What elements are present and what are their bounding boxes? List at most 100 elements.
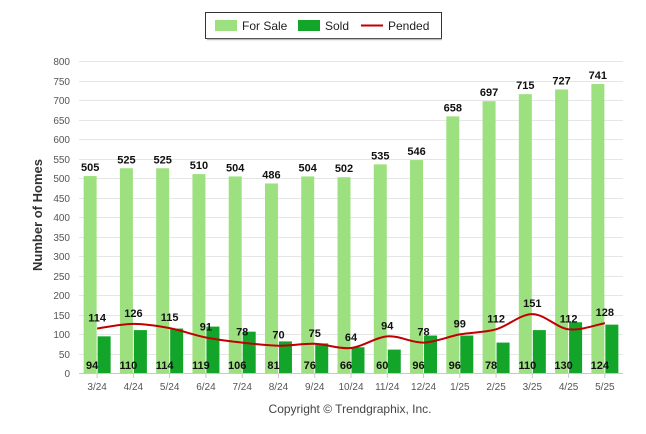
label-for-sale: 510 bbox=[190, 160, 208, 172]
legend-swatch-for-sale bbox=[215, 20, 237, 31]
bar-for-sale bbox=[410, 160, 424, 373]
y-tick-label: 250 bbox=[53, 272, 70, 283]
label-for-sale: 525 bbox=[153, 154, 171, 166]
label-sold: 110 bbox=[120, 360, 138, 372]
y-tick-label: 50 bbox=[59, 350, 71, 361]
y-tick-label: 200 bbox=[53, 291, 70, 302]
bar-sold bbox=[242, 331, 256, 373]
x-tick-label: 4/24 bbox=[124, 382, 144, 393]
label-sold: 130 bbox=[554, 360, 572, 372]
bar-for-sale bbox=[373, 164, 387, 373]
bar-for-sale bbox=[264, 183, 278, 373]
x-tick-label: 5/25 bbox=[595, 382, 615, 393]
label-for-sale: 504 bbox=[299, 162, 318, 174]
x-tick-label: 3/24 bbox=[87, 382, 107, 393]
label-pended: 75 bbox=[309, 328, 321, 340]
y-tick-label: 400 bbox=[53, 213, 70, 224]
bar-for-sale bbox=[192, 174, 206, 373]
bar-sold bbox=[496, 342, 510, 373]
label-pended: 112 bbox=[487, 313, 505, 325]
x-tick-label: 5/24 bbox=[160, 382, 180, 393]
x-tick-label: 1/25 bbox=[450, 382, 470, 393]
y-tick-label: 0 bbox=[64, 369, 70, 380]
y-tick-label: 800 bbox=[53, 57, 70, 68]
bar-sold bbox=[424, 335, 438, 373]
label-sold: 94 bbox=[86, 360, 99, 372]
label-pended: 70 bbox=[272, 330, 284, 342]
label-pended: 114 bbox=[88, 313, 107, 325]
gridlines bbox=[79, 61, 623, 374]
x-tick-label: 8/24 bbox=[269, 382, 289, 393]
label-pended: 78 bbox=[236, 327, 248, 339]
legend-label-for-sale: For Sale bbox=[242, 19, 288, 33]
label-for-sale: 504 bbox=[226, 162, 245, 174]
x-tick-label: 7/24 bbox=[232, 382, 252, 393]
y-tick-label: 150 bbox=[53, 311, 70, 322]
bar-for-sale bbox=[591, 84, 605, 373]
label-sold: 60 bbox=[376, 360, 388, 372]
label-sold: 81 bbox=[267, 360, 279, 372]
bar-for-sale bbox=[228, 176, 242, 373]
label-pended: 99 bbox=[454, 318, 466, 330]
label-for-sale: 546 bbox=[407, 146, 425, 158]
label-sold: 114 bbox=[156, 360, 175, 372]
bar-sold bbox=[532, 330, 546, 373]
label-pended: 115 bbox=[161, 312, 179, 324]
bar-sold bbox=[97, 336, 111, 373]
label-pended: 94 bbox=[381, 320, 394, 332]
bars bbox=[83, 84, 619, 374]
label-sold: 124 bbox=[591, 360, 610, 372]
label-pended: 91 bbox=[200, 322, 212, 334]
bar-sold bbox=[133, 330, 147, 373]
bar-sold bbox=[460, 335, 474, 373]
y-tick-label: 100 bbox=[53, 330, 70, 341]
label-for-sale: 535 bbox=[371, 150, 389, 162]
y-axis-ticks: 0 50 100 150 200 250 300 350 400 450 500 550 600 650 7… bbox=[53, 57, 70, 380]
legend: For Sale Sold Pended bbox=[205, 12, 442, 41]
bar-for-sale bbox=[119, 168, 133, 373]
bar-for-sale bbox=[301, 176, 315, 373]
y-tick-label: 550 bbox=[53, 155, 70, 166]
bar-sold bbox=[278, 341, 292, 373]
label-pended: 78 bbox=[417, 327, 429, 339]
label-pended: 151 bbox=[523, 298, 541, 310]
bar-sold bbox=[170, 328, 184, 373]
label-sold: 106 bbox=[228, 360, 246, 372]
x-tick-label: 2/25 bbox=[486, 382, 506, 393]
label-for-sale: 486 bbox=[262, 169, 280, 181]
label-pended: 128 bbox=[596, 307, 614, 319]
bar-for-sale bbox=[83, 176, 97, 373]
label-for-sale: 505 bbox=[81, 162, 99, 174]
label-sold: 66 bbox=[340, 360, 352, 372]
label-sold: 110 bbox=[518, 360, 536, 372]
y-tick-label: 500 bbox=[53, 174, 70, 185]
label-for-sale: 715 bbox=[516, 80, 534, 92]
x-tick-label: 3/25 bbox=[523, 382, 543, 393]
label-sold: 96 bbox=[449, 360, 461, 372]
bar-sold bbox=[605, 324, 619, 373]
bar-sold bbox=[387, 349, 401, 373]
label-for-sale: 525 bbox=[117, 154, 135, 166]
label-sold: 119 bbox=[192, 360, 210, 372]
label-for-sale: 502 bbox=[335, 163, 353, 175]
x-tick-label: 6/24 bbox=[196, 382, 216, 393]
y-tick-label: 600 bbox=[53, 135, 70, 146]
label-for-sale: 658 bbox=[444, 102, 462, 114]
bar-sold bbox=[569, 322, 583, 373]
bar-for-sale bbox=[337, 177, 351, 373]
y-tick-label: 450 bbox=[53, 194, 70, 205]
label-sold: 78 bbox=[485, 360, 497, 372]
bar-sold bbox=[351, 347, 365, 373]
y-tick-label: 350 bbox=[53, 233, 70, 244]
bar-for-sale bbox=[518, 94, 532, 374]
bar-for-sale bbox=[482, 101, 496, 374]
legend-label-pended: Pended bbox=[388, 19, 429, 33]
x-axis-ticks: 3/24 4/24 5/24 6/24 7/24 8/24 9/24 10/24 11/24 12… bbox=[87, 373, 615, 393]
y-tick-label: 750 bbox=[53, 77, 70, 88]
legend-swatch-sold bbox=[298, 20, 320, 31]
label-pended: 64 bbox=[345, 332, 358, 344]
pended-line bbox=[97, 313, 606, 350]
y-tick-label: 300 bbox=[53, 252, 70, 263]
y-tick-label: 700 bbox=[53, 96, 70, 107]
